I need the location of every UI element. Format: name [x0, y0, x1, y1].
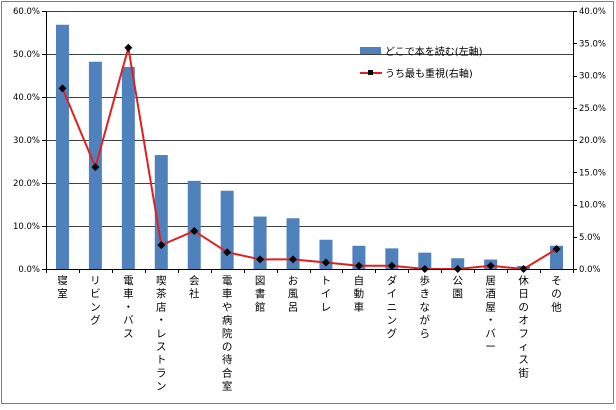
category-label: 公園: [452, 275, 463, 300]
right-tick-label: 35.0%: [579, 39, 606, 49]
bar: [418, 252, 432, 269]
category-label: ダイニング: [387, 274, 398, 340]
category-label: 寝室: [57, 274, 68, 300]
line-point: [552, 245, 561, 254]
category-label: 休日のオフィス街: [518, 275, 529, 379]
bar: [451, 258, 465, 269]
bar: [352, 245, 366, 269]
bar: [220, 190, 234, 269]
right-tick-label: 20.0%: [579, 136, 606, 146]
category-label: トイレ: [321, 275, 332, 313]
bar: [286, 218, 300, 269]
bar: [187, 180, 201, 269]
right-tick-label: 30.0%: [579, 72, 606, 82]
line-point: [354, 261, 363, 270]
category-label: 図書館: [255, 275, 266, 313]
bar: [55, 24, 69, 270]
left-tick-label: 30.0%: [13, 136, 40, 146]
right-tick-label: 10.0%: [579, 201, 606, 211]
legend-line-marker: [368, 70, 373, 75]
bar: [253, 216, 267, 269]
line-path: [61, 47, 558, 271]
bar: [385, 248, 399, 269]
axes: [46, 11, 574, 273]
bar: [154, 155, 168, 269]
category-label: 歩きながら: [420, 274, 431, 340]
left-tick-label: 40.0%: [13, 93, 40, 103]
line-point: [58, 84, 67, 93]
legend-bar-swatch: [360, 47, 381, 54]
left-tick-label: 10.0%: [13, 222, 40, 232]
line-point: [190, 226, 199, 235]
line-point: [124, 43, 133, 52]
bar-series: [55, 24, 564, 270]
left-tick-label: 0.0%: [18, 265, 40, 275]
chart-border: [1, 1, 614, 404]
legend-bar-label: どこで本を読む(左軸): [385, 45, 483, 58]
category-label: 電車・バス: [123, 275, 134, 340]
left-tick-label: 50.0%: [13, 50, 40, 60]
right-tick-label: 40.0%: [579, 7, 606, 17]
line-point: [91, 163, 100, 172]
line-point: [157, 241, 166, 250]
category-label: お風呂: [288, 275, 299, 313]
category-label: リビング: [90, 275, 101, 327]
legend: どこで本を読む(左軸) うち最も重視(右軸): [360, 45, 483, 80]
line-point: [223, 248, 232, 257]
line-point: [321, 258, 330, 267]
category-label: 会社: [189, 274, 200, 300]
left-tick-label: 20.0%: [13, 179, 40, 189]
category-labels: 寝室 リビング 電車・バス 喫茶店・レストラン 会社 電車や病院の待合室 図書館 お風呂 トイレ…: [57, 274, 562, 393]
bar: [121, 66, 135, 270]
line-point: [387, 261, 396, 270]
left-tick-label: 60.0%: [13, 7, 40, 17]
line-point: [486, 261, 495, 270]
legend-line-label: うち最も重視(右軸): [385, 67, 473, 80]
line-series: [58, 43, 561, 273]
right-tick-label: 5.0%: [579, 233, 601, 243]
category-label: 喫茶店・レストラン: [156, 275, 167, 393]
category-label: 自動車: [354, 274, 365, 313]
left-axis-ticks: 0.0% 10.0% 20.0% 30.0% 40.0% 50.0% 60.0%: [13, 7, 46, 275]
category-label: その他: [551, 275, 562, 313]
line-point: [289, 255, 298, 264]
line-point: [256, 255, 265, 264]
right-tick-label: 25.0%: [579, 104, 606, 114]
right-tick-label: 0.0%: [579, 265, 601, 275]
right-tick-label: 15.0%: [579, 168, 606, 178]
right-axis-ticks: 0.0% 5.0% 10.0% 15.0% 20.0% 25.0% 30.0% 35.0% 40…: [573, 7, 606, 275]
category-label: 電車や病院の待合室: [222, 275, 233, 393]
category-label: 居酒屋・バー: [485, 275, 496, 353]
